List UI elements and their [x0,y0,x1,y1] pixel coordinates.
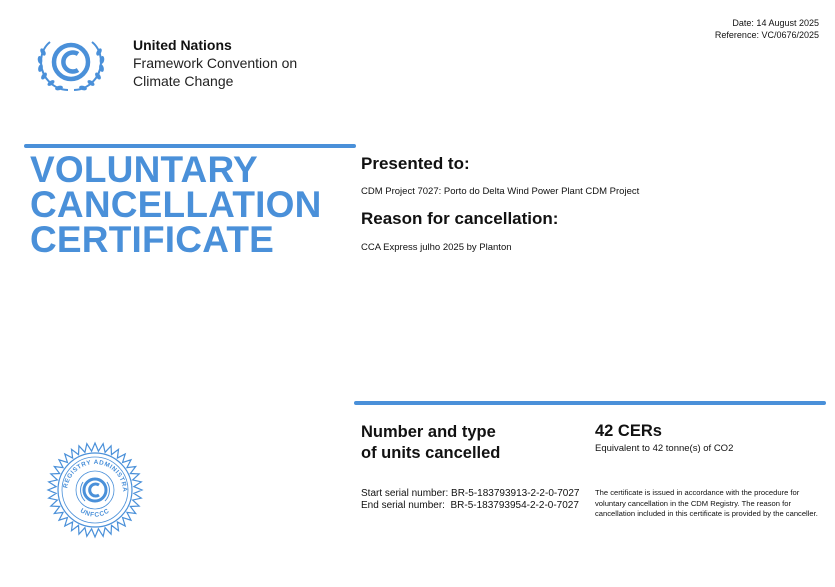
svg-text:UNFCCC: UNFCCC [79,507,111,519]
serial-numbers: Start serial number: BR-5-183793913-2-2-… [361,488,579,511]
disclaimer-text: The certificate is issued in accordance … [595,488,818,518]
units-heading-line-2: of units cancelled [361,444,501,462]
registry-seal-icon: CDM REGISTRY ADMINISTRATOR UNFCCC [45,440,144,539]
title-line-1: VOLUNTARY [30,149,258,190]
organization-name: United Nations Framework Convention on C… [133,36,297,90]
presented-to-heading: Presented to: [361,154,470,173]
units-heading-line-1: Number and type [361,423,496,441]
unfccc-logo-icon [37,41,105,91]
org-line-3: Climate Change [133,73,234,89]
reason-heading: Reason for cancellation: [361,209,559,228]
reason-value: CCA Express julho 2025 by Planton [361,242,512,253]
title-line-2: CANCELLATION [30,184,322,225]
date-text: Date: 14 August 2025 [732,18,819,28]
units-value: 42 CERs [595,422,662,440]
co2-equivalent: Equivalent to 42 tonne(s) of CO2 [595,443,734,454]
units-heading: Number and type of units cancelled [361,422,500,464]
top-divider [24,144,356,148]
org-line-2: Framework Convention on [133,55,298,71]
title-line-3: CERTIFICATE [30,219,275,260]
org-line-1: United Nations [133,37,232,53]
start-serial: Start serial number: BR-5-183793913-2-2-… [361,488,580,499]
document-meta: Date: 14 August 2025 Reference: VC/0676/… [715,17,819,41]
reference-text: Reference: VC/0676/2025 [714,30,819,40]
seal-serrated-edge [46,441,144,539]
seal-bottom-text: UNFCCC [79,507,111,519]
end-serial: End serial number: BR-5-183793954-2-2-0-… [361,499,579,511]
middle-divider [354,401,826,405]
certificate-title: VOLUNTARY CANCELLATION CERTIFICATE [30,149,350,260]
presented-to-value: CDM Project 7027: Porto do Delta Wind Po… [361,186,640,197]
